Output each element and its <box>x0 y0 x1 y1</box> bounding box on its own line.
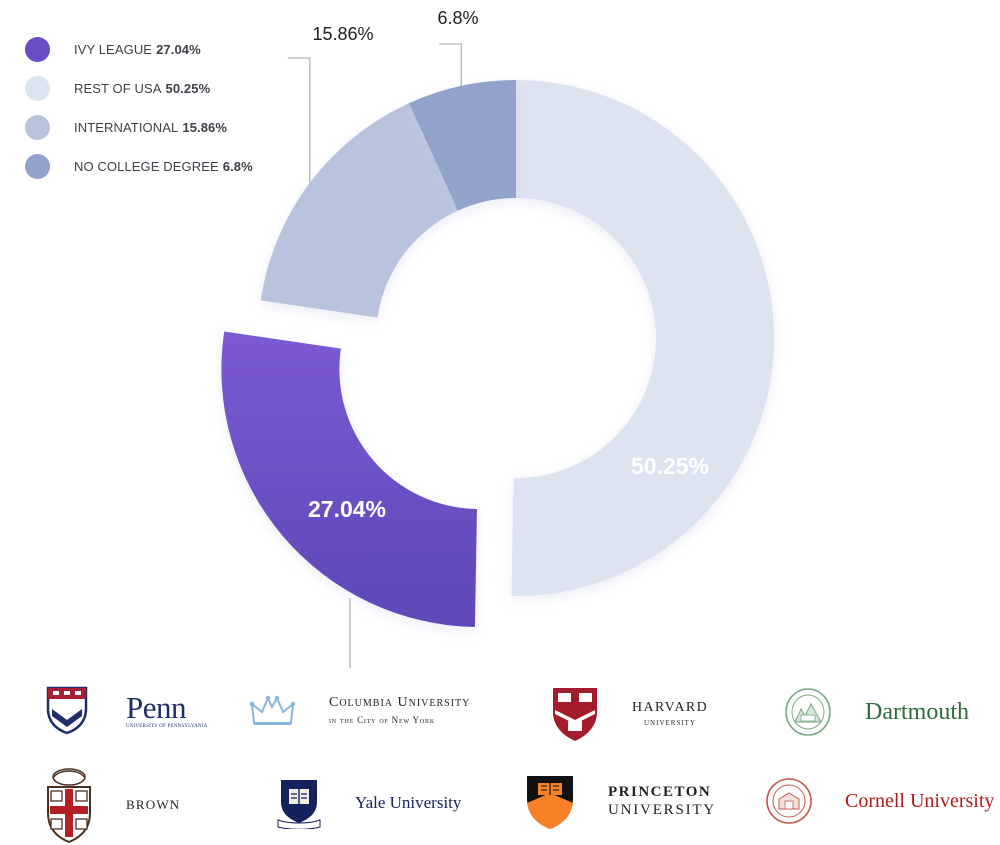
penn-subtitle: University of Pennsylvania <box>126 723 208 729</box>
princeton-name: PRINCETON <box>608 784 712 801</box>
dartmouth-seal-icon <box>785 688 831 736</box>
brown-name: BROWN <box>126 797 181 812</box>
legend-value-rest-of-usa: 50.25% <box>165 80 211 96</box>
columbia-name: Columbia University <box>329 694 471 710</box>
columbia-crown-icon <box>249 695 296 725</box>
princeton-shield-icon <box>527 776 573 829</box>
legend-swatch-ivy-league <box>25 36 50 62</box>
donut-slice-international <box>260 103 458 318</box>
yale-logo: Yale University <box>275 777 461 829</box>
data-label-no-college-degree: 6.8% <box>437 8 478 28</box>
legend-item-rest-of-usa: REST OF USA 50.25% <box>25 75 285 101</box>
legend-item-international: INTERNATIONAL 15.86% <box>25 114 285 140</box>
donut-slice-ivy-league <box>221 331 477 628</box>
donut-slice-no-college-degree <box>409 80 516 211</box>
legend-item-no-college-degree: NO COLLEGE DEGREE 6.8% <box>25 153 285 179</box>
harvard-shield-icon <box>553 688 597 741</box>
legend-label-ivy-league: IVY LEAGUE <box>74 41 153 57</box>
cornell-name: Cornell University <box>845 789 995 812</box>
legend: IVY LEAGUE 27.04% REST OF USA 50.25% INT… <box>25 36 285 192</box>
columbia-logo: Columbia University in the City of New Y… <box>248 693 470 727</box>
donut-slice-rest-of-usa <box>511 80 775 597</box>
legend-swatch-no-college-degree <box>25 153 50 179</box>
legend-value-international: 15.86% <box>182 119 228 135</box>
brown-shield-icon <box>47 768 91 843</box>
donut-labels: 50.25% 27.04% 15.86% 6.8% <box>308 8 709 522</box>
leader-line-no-college-degree <box>439 43 462 86</box>
cornell-seal-icon <box>766 778 812 824</box>
donut-slices <box>221 80 775 628</box>
penn-shield-icon <box>46 686 88 735</box>
princeton-logo: PRINCETON UNIVERSITY <box>525 773 716 831</box>
dartmouth-logo: Dartmouth <box>784 687 969 737</box>
legend-swatch-rest-of-usa <box>25 75 50 101</box>
data-label-ivy-league: 27.04% <box>308 496 386 522</box>
harvard-logo: HARVARD UNIVERSITY <box>550 685 708 743</box>
donut-leader-lines <box>287 43 462 668</box>
harvard-name: HARVARD <box>632 700 709 715</box>
legend-item-ivy-league: IVY LEAGUE 27.04% <box>25 36 285 62</box>
harvard-subtitle: UNIVERSITY <box>644 719 696 727</box>
legend-label-no-college-degree: NO COLLEGE DEGREE <box>74 158 219 174</box>
legend-value-no-college-degree: 6.8% <box>222 158 253 174</box>
data-label-rest-of-usa: 50.25% <box>631 453 709 479</box>
columbia-subtitle: in the City of New York <box>329 714 435 725</box>
data-label-international: 15.86% <box>312 24 373 44</box>
brown-logo: BROWN <box>45 767 180 843</box>
penn-logo: Penn University of Pennsylvania <box>45 685 207 735</box>
legend-value-ivy-league: 27.04% <box>156 41 201 57</box>
penn-name: Penn <box>126 689 187 725</box>
legend-label-rest-of-usa: REST OF USA <box>74 80 162 96</box>
legend-swatch-international <box>25 114 50 140</box>
cornell-logo: Cornell University <box>765 777 994 825</box>
yale-name: Yale University <box>355 793 462 812</box>
dartmouth-name: Dartmouth <box>865 699 969 725</box>
yale-shield-icon <box>277 780 321 829</box>
legend-label-international: INTERNATIONAL <box>74 119 179 135</box>
princeton-subtitle: UNIVERSITY <box>608 802 716 819</box>
ivy-league-logos: Penn University of Pennsylvania Columbia… <box>0 675 1000 845</box>
leader-line-international <box>287 57 311 183</box>
